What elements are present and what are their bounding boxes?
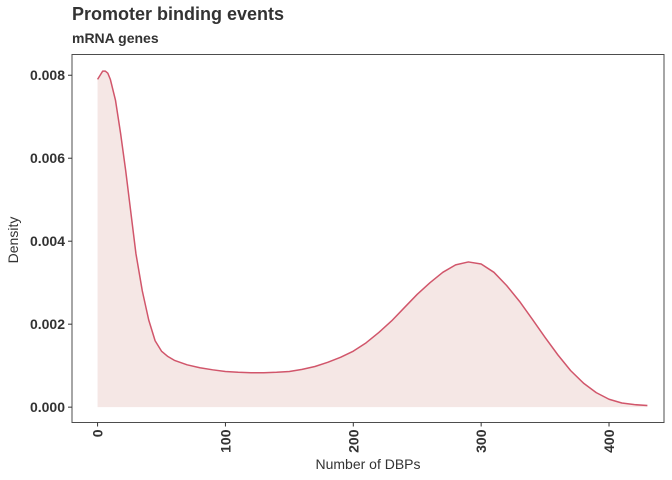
x-tick-label: 200 [345,429,361,453]
y-tick-label: 0.006 [30,150,65,166]
x-axis: 0 100 200 300 400 [90,422,617,453]
panel-border [71,54,665,423]
x-axis-title: Number of DBPs [315,456,420,472]
density-line [96,70,648,407]
y-tick-label: 0.000 [30,399,65,415]
density-area [97,71,648,408]
x-tick-label: 0 [90,429,106,437]
x-tick-label: 400 [601,429,617,453]
y-tick-label: 0.002 [30,316,65,332]
y-axis: 0.000 0.002 0.004 0.006 0.008 [30,67,72,415]
x-tick-label: 300 [473,429,489,453]
x-tick-label: 100 [217,429,233,453]
y-tick-label: 0.004 [30,233,65,249]
y-tick-label: 0.008 [30,67,65,83]
chart-subtitle: mRNA genes [72,30,159,46]
y-axis-title: Density [5,217,21,264]
plot-panel [96,70,648,408]
chart-title: Promoter binding events [72,4,284,24]
